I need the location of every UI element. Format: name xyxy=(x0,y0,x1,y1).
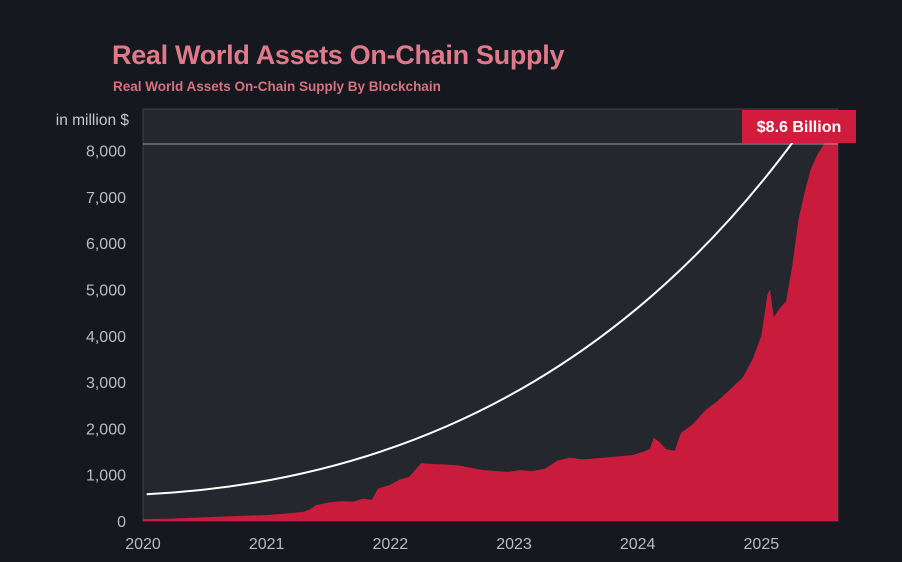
x-tick-label: 2020 xyxy=(125,536,161,553)
y-tick-label: 4,000 xyxy=(86,329,126,346)
y-tick-label: 1,000 xyxy=(86,468,126,485)
y-tick-label: 0 xyxy=(117,514,126,531)
x-tick-label: 2024 xyxy=(620,536,656,553)
value-badge xyxy=(742,110,856,143)
y-tick-label: 2,000 xyxy=(86,421,126,438)
y-tick-label: 5,000 xyxy=(86,283,126,300)
chart-title: Real World Assets On-Chain Supply xyxy=(112,40,565,70)
chart-subtitle: Real World Assets On-Chain Supply By Blo… xyxy=(113,79,441,94)
x-tick-label: 2022 xyxy=(373,536,409,553)
x-tick-label: 2021 xyxy=(249,536,285,553)
x-tick-label: 2023 xyxy=(496,536,532,553)
y-tick-label: 8,000 xyxy=(86,144,126,161)
y-tick-label: 7,000 xyxy=(86,190,126,207)
trend-arrow xyxy=(146,131,801,496)
series-area-0 xyxy=(143,122,838,522)
y-axis-label: in million $ xyxy=(56,112,130,129)
y-tick-label: 6,000 xyxy=(86,236,126,253)
value-badge-label: $8.6 Billion xyxy=(757,119,841,136)
x-tick-label: 2025 xyxy=(744,536,780,553)
y-tick-label: 3,000 xyxy=(86,375,126,392)
